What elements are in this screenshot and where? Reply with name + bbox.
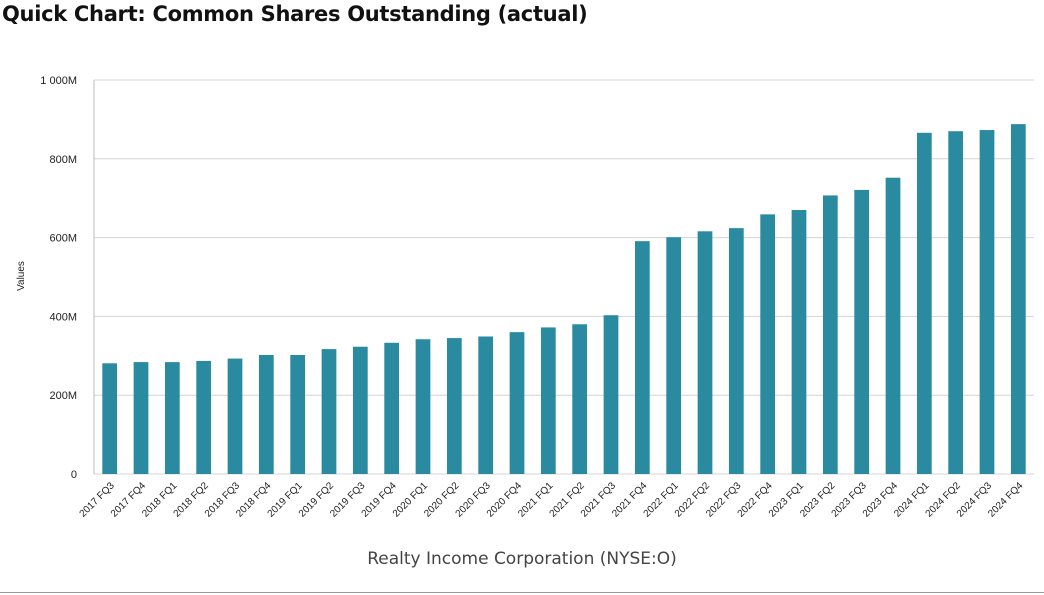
bar bbox=[697, 231, 713, 474]
bar bbox=[478, 336, 494, 474]
y-tick-label: 200M bbox=[49, 390, 77, 402]
gridlines bbox=[93, 79, 1034, 475]
y-axis-label: Values bbox=[16, 261, 27, 291]
bar bbox=[634, 241, 650, 474]
bar bbox=[446, 338, 462, 474]
bar bbox=[102, 363, 118, 474]
bar bbox=[916, 132, 932, 475]
bar bbox=[760, 214, 776, 474]
bar bbox=[854, 189, 870, 474]
bar bbox=[133, 362, 149, 474]
y-tick-label: 0 bbox=[71, 469, 77, 481]
bar bbox=[603, 315, 619, 474]
bar bbox=[666, 237, 682, 474]
y-tick-label: 600M bbox=[49, 233, 77, 245]
bar bbox=[540, 327, 556, 474]
bar bbox=[885, 177, 901, 474]
chart-title: Quick Chart: Common Shares Outstanding (… bbox=[2, 2, 588, 26]
bar bbox=[791, 210, 807, 474]
y-tick-label: 800M bbox=[49, 154, 77, 166]
bar bbox=[290, 355, 306, 474]
bar bbox=[415, 339, 431, 474]
bar bbox=[227, 358, 243, 474]
bar bbox=[572, 324, 588, 474]
bar bbox=[321, 349, 337, 474]
bar bbox=[164, 362, 180, 474]
bar bbox=[509, 332, 525, 474]
bar bbox=[822, 195, 838, 474]
bar bbox=[948, 131, 964, 474]
x-tick-label: 2024 FQ4 bbox=[986, 480, 1026, 520]
x-axis-label: Realty Income Corporation (NYSE:O) bbox=[367, 549, 677, 569]
bottom-divider bbox=[0, 592, 1044, 593]
bar bbox=[352, 346, 368, 474]
bar bbox=[196, 360, 212, 474]
bars bbox=[102, 124, 1026, 475]
y-tick-labels: 0 200M 400M 600M 800M 1 000M bbox=[40, 75, 77, 481]
bar bbox=[979, 130, 995, 475]
bar bbox=[258, 355, 274, 474]
y-tick-label: 1 000M bbox=[40, 75, 77, 87]
bar bbox=[1010, 124, 1026, 474]
bar bbox=[384, 342, 400, 474]
y-tick-label: 400M bbox=[49, 311, 77, 323]
bar bbox=[728, 228, 744, 474]
